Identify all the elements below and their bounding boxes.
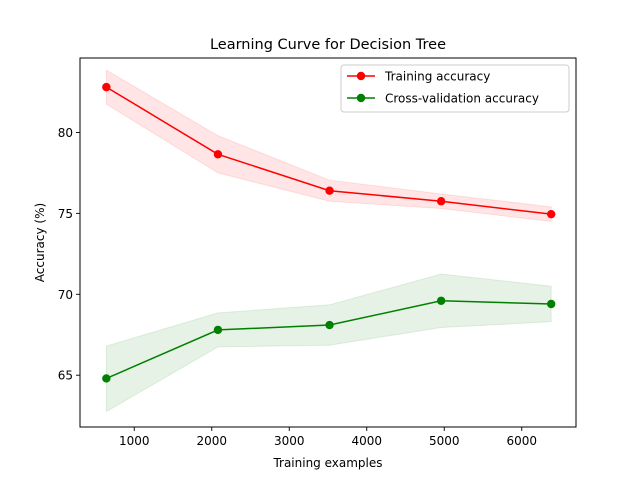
y-axis-title: Accuracy (%): [33, 203, 47, 282]
data-point: [213, 325, 223, 335]
data-point: [325, 186, 334, 195]
data-point: [436, 197, 446, 206]
legend: Training accuracy Cross-validation accura…: [340, 64, 570, 113]
y-tick-label: 65: [58, 369, 73, 383]
x-tick-label: 6000: [506, 434, 537, 448]
data-point: [547, 299, 556, 309]
x-tick-label: 3000: [274, 434, 305, 448]
y-tick-label: 75: [58, 207, 73, 221]
y-tick-label: 80: [58, 126, 73, 140]
x-tick-label: 1000: [119, 434, 150, 448]
x-axis: 1000 2000 3000 4000 5000 6000: [119, 427, 537, 448]
y-axis: 65 70 75 80: [58, 126, 80, 383]
data-point: [547, 209, 556, 219]
x-tick-label: 5000: [429, 434, 460, 448]
x-tick-label: 4000: [351, 434, 382, 448]
legend-label: Training accuracy: [384, 70, 490, 84]
x-axis-title: Training examples: [272, 456, 382, 470]
data-point: [213, 150, 223, 159]
legend-swatch-marker: [356, 71, 366, 81]
plot-area: [102, 69, 556, 413]
legend-label: Cross-validation accuracy: [385, 92, 539, 106]
y-tick-label: 70: [58, 288, 73, 302]
plot-frame: [79, 57, 577, 428]
legend-box: [340, 64, 570, 113]
data-point: [436, 296, 446, 305]
data-point: [325, 320, 334, 330]
data-point: [102, 374, 111, 383]
confidence-band-1: [105, 273, 552, 413]
data-point: [102, 82, 111, 92]
legend-swatch-marker: [356, 93, 366, 103]
chart-title: Learning Curve for Decision Tree: [210, 37, 446, 53]
x-tick-label: 2000: [196, 434, 227, 448]
